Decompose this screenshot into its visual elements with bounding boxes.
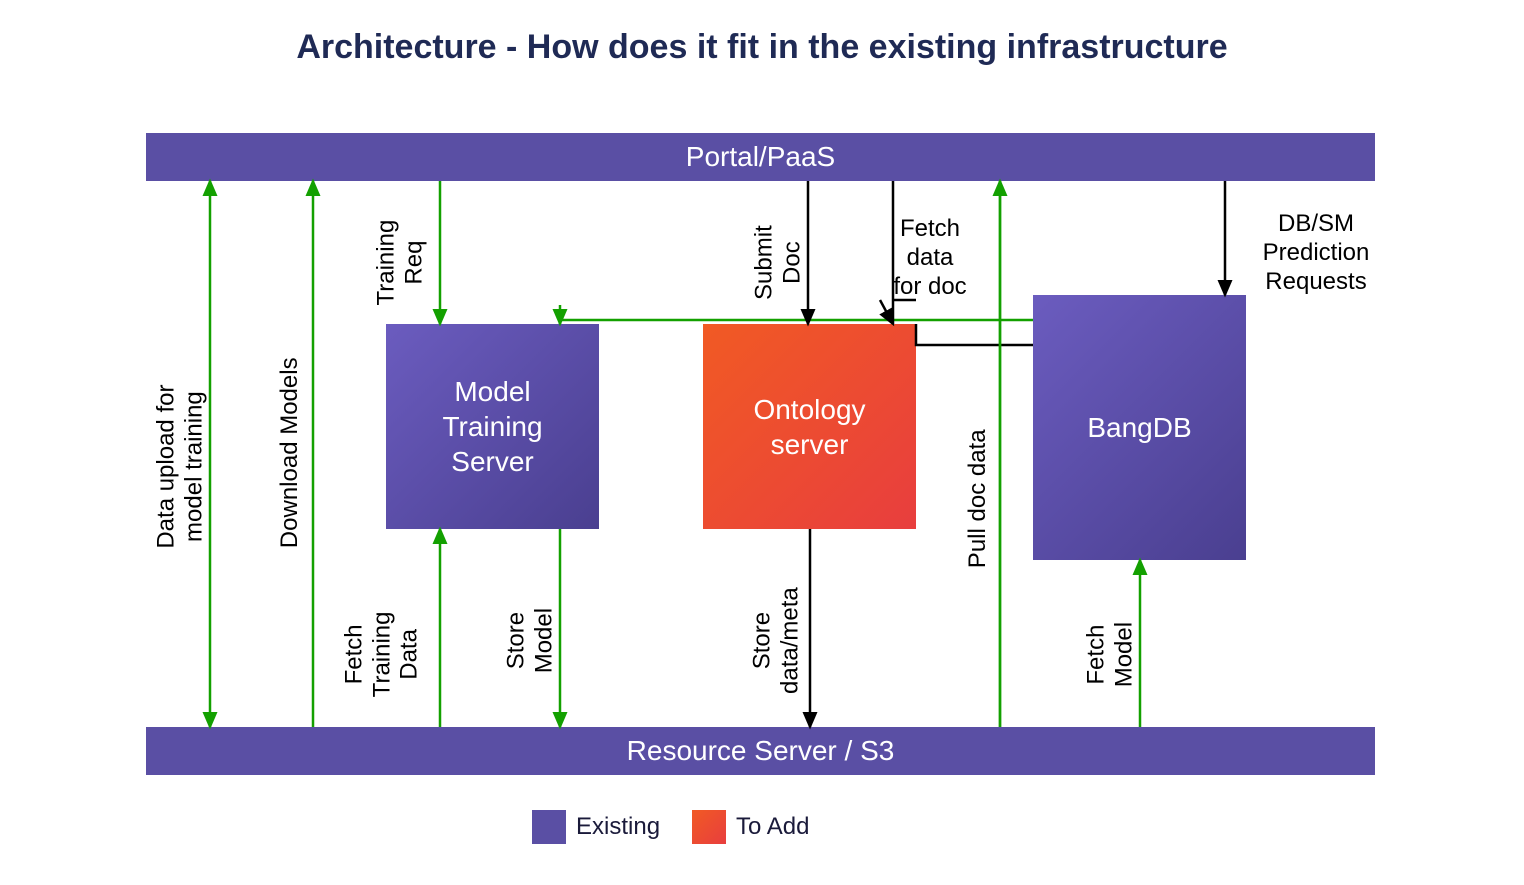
legend-label: Existing — [576, 813, 660, 841]
ontology-server-box: Ontology server — [703, 324, 916, 529]
legend: Existing To Add — [532, 810, 809, 844]
ontology-server-label: Ontology server — [753, 392, 865, 462]
label-submit-doc: Submit Doc — [750, 183, 805, 343]
arrow-bangdb-to-ontology — [916, 324, 1033, 345]
label-store-model: Store Model — [502, 546, 557, 736]
label-download-models: Download Models — [276, 303, 304, 603]
legend-item: Existing — [532, 810, 660, 844]
legend-item: To Add — [692, 810, 809, 844]
label-fetch-training: Fetch Training Data — [341, 559, 424, 749]
bangdb-box: BangDB — [1033, 295, 1246, 560]
bangdb-label: BangDB — [1087, 410, 1191, 445]
label-store-data-meta: Store data/meta — [748, 546, 803, 736]
diagram-canvas: Architecture - How does it fit in the ex… — [0, 0, 1524, 885]
portal-bar-label: Portal/PaaS — [686, 141, 835, 173]
model-training-server-box: Model Training Server — [386, 324, 599, 529]
label-fetch-data-doc: Fetch data for doc — [870, 215, 990, 301]
label-training-req: Training Req — [372, 183, 427, 343]
label-pull-doc-data: Pull doc data — [964, 369, 992, 629]
legend-swatch — [692, 810, 726, 844]
portal-bar: Portal/PaaS — [146, 133, 1375, 181]
model-training-server-label: Model Training Server — [442, 374, 542, 479]
label-prediction-requests: DB/SM Prediction Requests — [1236, 210, 1396, 296]
arrow-fetch-data-for-doc-arrow — [880, 300, 893, 324]
legend-swatch — [532, 810, 566, 844]
resource-bar-label: Resource Server / S3 — [627, 735, 895, 767]
label-data-upload: Data upload for model training — [152, 317, 207, 617]
legend-label: To Add — [736, 813, 809, 841]
diagram-title: Architecture - How does it fit in the ex… — [0, 28, 1524, 67]
label-fetch-model: Fetch Model — [1082, 575, 1137, 735]
